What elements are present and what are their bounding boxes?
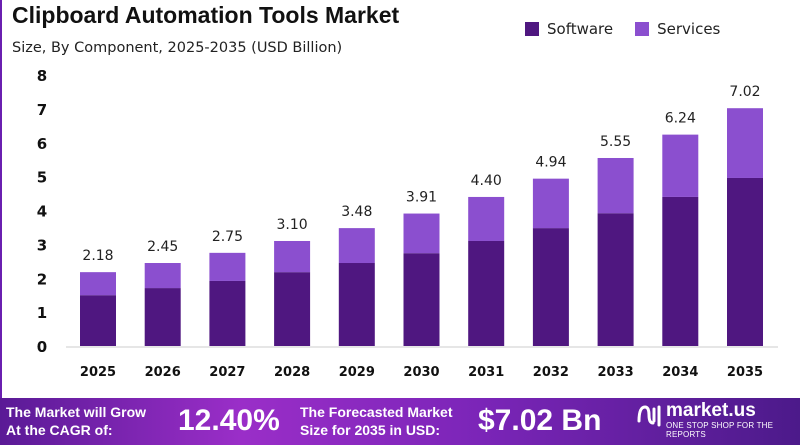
x-tick-label: 2034 <box>662 365 698 380</box>
bar-software-2035 <box>727 177 763 346</box>
cagr-label-line1: The Market will Grow <box>6 404 147 420</box>
x-tick-label: 2030 <box>403 365 439 380</box>
legend-label: Software <box>547 20 614 38</box>
cagr-label: The Market will Grow At the CAGR of: <box>6 403 146 439</box>
bar-software-2029 <box>338 263 375 346</box>
data-label-total: 4.94 <box>535 155 566 171</box>
bar-software-2033 <box>597 213 634 346</box>
legend: Software Services <box>525 20 720 38</box>
y-tick-label: 4 <box>37 203 47 221</box>
y-tick-label: 2 <box>37 270 47 288</box>
y-tick-label: 6 <box>37 135 47 153</box>
bar-software-2031 <box>468 240 505 346</box>
forecast-label: The Forecasted Market Size for 2035 in US… <box>300 403 453 439</box>
y-tick-label: 0 <box>37 338 47 356</box>
x-tick-label: 2032 <box>533 365 569 380</box>
data-label-total: 3.10 <box>277 217 308 233</box>
bar-services-2025 <box>80 272 116 296</box>
bar-software-2027 <box>209 280 246 346</box>
bar-services-2028 <box>274 240 311 273</box>
forecast-label-line1: The Forecasted Market <box>300 404 453 420</box>
cagr-value: 12.40% <box>178 404 280 437</box>
x-tick-label: 2029 <box>339 365 375 380</box>
data-label-total: 3.48 <box>341 204 372 220</box>
y-tick-label: 7 <box>37 101 47 119</box>
data-label-total: 3.91 <box>406 190 437 206</box>
data-label-total: 4.40 <box>471 173 502 189</box>
x-tick-label: 2026 <box>145 365 181 380</box>
marketus-logo: market.us ONE STOP SHOP FOR THE REPORTS <box>636 401 798 439</box>
chart-title: Clipboard Automation Tools Market <box>12 2 400 28</box>
bar-software-2025 <box>80 295 116 346</box>
x-tick-label: 2035 <box>727 365 763 380</box>
bar-software-2030 <box>403 253 440 346</box>
legend-item-software: Software <box>525 20 613 38</box>
x-tick-label: 2025 <box>80 365 116 380</box>
bar-chart: 0 1 2 3 4 5 6 7 8 2.18 2025 2.45 2026 2.75 2027 3.10 202… <box>37 67 778 380</box>
data-label-total: 2.75 <box>212 229 243 245</box>
bar-software-2034 <box>662 196 699 346</box>
y-tick-label: 3 <box>37 236 47 254</box>
chart-subtitle: Size, By Component, 2025-2035 (USD Billi… <box>12 40 343 56</box>
data-label-total: 2.45 <box>147 239 178 255</box>
y-tick-label: 1 <box>37 304 47 322</box>
data-label-total: 7.02 <box>729 84 760 100</box>
data-label-total: 2.18 <box>82 248 113 264</box>
bar-software-2026 <box>144 288 181 346</box>
legend-label: Services <box>657 20 721 38</box>
data-label-total: 6.24 <box>665 111 696 127</box>
bar-services-2033 <box>597 157 634 214</box>
legend-item-services: Services <box>635 20 720 38</box>
data-label-total: 5.55 <box>600 134 631 150</box>
bar-services-2035 <box>727 108 763 178</box>
cagr-label-line2: At the CAGR of: <box>6 422 113 438</box>
forecast-value: $7.02 Bn <box>478 404 602 437</box>
summary-banner: The Market will Grow At the CAGR of: 12.4… <box>0 398 800 445</box>
forecast-label-line2: Size for 2035 in USD: <box>300 422 441 438</box>
bar-services-2026 <box>144 263 181 289</box>
bar-services-2027 <box>209 252 246 281</box>
bar-services-2031 <box>468 196 505 241</box>
logo-text: market.us <box>666 400 756 421</box>
x-tick-label: 2027 <box>209 365 245 380</box>
legend-swatch-software <box>525 22 539 36</box>
y-tick-label: 5 <box>37 169 47 187</box>
x-tick-label: 2028 <box>274 365 310 380</box>
bar-services-2032 <box>532 178 569 229</box>
bar-services-2034 <box>662 134 699 197</box>
x-tick-label: 2031 <box>468 365 504 380</box>
logo-tagline: ONE STOP SHOP FOR THE REPORTS <box>666 421 774 439</box>
bar-software-2032 <box>532 228 569 346</box>
chart-frame <box>0 0 2 398</box>
x-tick-label: 2033 <box>598 365 634 380</box>
bar-services-2029 <box>338 228 375 264</box>
bar-software-2028 <box>274 272 311 346</box>
y-tick-label: 8 <box>37 67 47 85</box>
legend-swatch-services <box>635 22 650 36</box>
bar-services-2030 <box>403 213 440 254</box>
logo-icon <box>637 405 661 427</box>
